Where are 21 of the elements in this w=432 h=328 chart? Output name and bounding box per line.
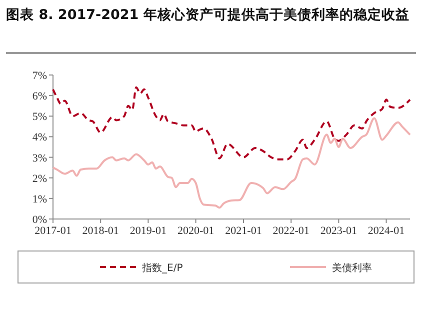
x-tick-label: 2017-01 bbox=[34, 225, 72, 237]
x-tick-label: 2020-01 bbox=[177, 225, 214, 237]
x-tick-label: 2021-01 bbox=[225, 225, 262, 237]
legend-label: 美债利率 bbox=[332, 262, 372, 274]
y-tick-label: 7% bbox=[32, 70, 47, 82]
y-tick-label: 4% bbox=[32, 132, 47, 144]
x-tick-label: 2022-01 bbox=[272, 225, 310, 237]
legend-label: 指数_E/P bbox=[141, 262, 183, 274]
x-tick-label: 2024-01 bbox=[368, 225, 405, 237]
y-tick-label: 6% bbox=[32, 90, 47, 103]
x-tick-label: 2018-01 bbox=[82, 225, 119, 237]
y-tick-label: 0% bbox=[32, 214, 47, 226]
line-series bbox=[52, 117, 411, 209]
y-tick-label: 1% bbox=[32, 193, 47, 206]
y-tick-label: 3% bbox=[32, 152, 47, 164]
x-tick-label: 2023-01 bbox=[320, 225, 358, 237]
line-series bbox=[52, 86, 411, 160]
y-tick-label: 2% bbox=[32, 172, 47, 185]
chart-title: 图表 8. 2017-2021 年核心资产可提供高于美债利率的稳定收益 bbox=[6, 6, 410, 23]
y-tick-label: 5% bbox=[32, 111, 47, 124]
x-tick-label: 2019-01 bbox=[130, 225, 167, 237]
